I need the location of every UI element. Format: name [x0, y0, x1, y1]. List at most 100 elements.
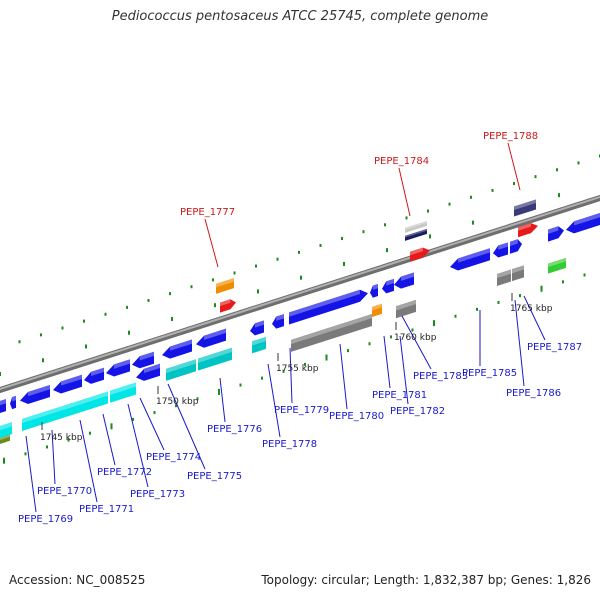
- gene-label: PEPE_1787: [527, 342, 582, 353]
- reverse-cds-b2-shine: [252, 336, 266, 346]
- forward-cds-3-shine: [61, 374, 82, 386]
- gray-cds-0: [291, 313, 372, 352]
- forward-cds-b6-shine: [458, 248, 490, 263]
- forward-cds-6: [132, 351, 154, 369]
- kbp-label: 1760 kbp: [394, 333, 437, 343]
- forward-cds-b10: [566, 213, 600, 234]
- label-layer: 1745 kbp 1750 kbp 1755 kbp 1760 kbp 1765 kbp…: [18, 131, 582, 525]
- forward-cds-2: [20, 385, 50, 405]
- forward-cds-8-shine: [204, 328, 226, 340]
- reverse-cds-b0-shine: [166, 359, 196, 374]
- reverse-cds-b1: [198, 347, 232, 371]
- gray-cds-3: [512, 265, 524, 282]
- orange-feature-lower-shine: [372, 303, 382, 311]
- forward-cds-4-shine: [91, 367, 104, 377]
- leader-PEPE_1772: [102, 413, 116, 466]
- leader-PEPE_1788: [507, 142, 521, 191]
- light-gray-feature: [405, 220, 427, 233]
- gene-label: PEPE_1780: [329, 411, 384, 422]
- forward-cds-b8: [510, 239, 522, 254]
- forward-cds-7: [162, 339, 192, 359]
- forward-cds-b2-body: [289, 289, 368, 325]
- leader-PEPE_1777: [204, 218, 219, 268]
- red-feature-1788-shine: [518, 223, 531, 231]
- leader-PEPE_1774: [139, 397, 165, 451]
- gene-label: PEPE_1773: [130, 489, 185, 500]
- leader-PEPE_1773: [127, 403, 149, 488]
- gene-label: PEPE_1775: [187, 471, 242, 482]
- gene-label: PEPE_1772: [97, 467, 152, 478]
- olive-feature-shine: [0, 434, 10, 441]
- leader-PEPE_1784: [398, 167, 411, 217]
- kbp-label: 1755 kbp: [276, 364, 319, 374]
- orange-feature-1777: [216, 278, 234, 294]
- forward-cds-b7-shine: [498, 242, 508, 250]
- reverse-cds-0: [0, 422, 12, 439]
- forward-cds-1-shine: [12, 395, 16, 402]
- green-feature: [548, 257, 566, 274]
- topology-text: Topology: circular; Length: 1,832,387 bp…: [261, 573, 591, 587]
- leader-PEPE_1769: [25, 435, 37, 513]
- light-gray-feature-shine: [405, 220, 427, 230]
- forward-cds-6-shine: [139, 351, 154, 361]
- forward-cds-b2-shine: [289, 289, 360, 317]
- leader-PEPE_1778: [267, 363, 281, 438]
- gene-label: PEPE_1771: [79, 504, 134, 515]
- reverse-cds-2-shine: [110, 382, 136, 395]
- leader-PEPE_1782: [399, 335, 409, 405]
- gray-cds-1-shine: [396, 299, 416, 311]
- reverse-cds-b1-shine: [198, 347, 232, 363]
- navy-feature-1784-shine: [405, 228, 427, 238]
- leader-PEPE_1786: [514, 299, 525, 387]
- gene-label: PEPE_1788: [483, 131, 538, 142]
- gray-cds-1: [396, 299, 416, 319]
- forward-cds-b2: [289, 289, 368, 325]
- kbp-label: 1745 kbp: [40, 433, 83, 443]
- gene-label: PEPE_1774: [146, 452, 201, 463]
- forward-cds-5: [106, 359, 130, 377]
- reverse-cds-b0: [166, 359, 196, 381]
- gene-label: PEPE_1781: [372, 390, 427, 401]
- leader-PEPE_1780: [339, 343, 348, 410]
- gene-label: PEPE_1785: [462, 368, 517, 379]
- red-feature-1784: [410, 247, 430, 262]
- leader-layer: [25, 142, 546, 513]
- forward-cds-b5-shine: [401, 272, 414, 281]
- forward-cds-2-shine: [28, 385, 50, 397]
- leader-PEPE_1776: [219, 377, 226, 423]
- forward-cds-b6: [450, 248, 490, 271]
- forward-cds-b9-shine: [548, 226, 559, 234]
- kbp-label: 1765 kbp: [510, 304, 553, 314]
- reverse-cds-b2: [252, 336, 266, 354]
- forward-cds-b1-shine: [276, 314, 284, 321]
- leader-PEPE_1787: [523, 295, 546, 341]
- red-feature-1777-shine: [220, 299, 231, 307]
- reverse-cds-1-shine: [22, 391, 108, 424]
- gene-label: PEPE_1779: [274, 405, 329, 416]
- navy-feature-1784: [405, 228, 427, 241]
- forward-cds-1: [10, 395, 16, 410]
- gray-cds-0-shine: [291, 313, 372, 345]
- reverse-cds-2: [110, 382, 136, 403]
- gray-cds-2-shine: [497, 269, 511, 279]
- red-feature-1777: [220, 299, 236, 313]
- forward-cds-b3: [370, 284, 378, 298]
- leader-PEPE_1781: [383, 335, 391, 389]
- forward-cds-0: [0, 399, 6, 413]
- gene-label: PEPE_1777: [180, 207, 235, 218]
- forward-cds-4: [84, 367, 104, 384]
- leader-PEPE_1783: [401, 315, 432, 370]
- forward-cds-b5: [394, 272, 414, 289]
- orange-feature-lower: [372, 303, 382, 317]
- gene-label: PEPE_1782: [390, 406, 445, 417]
- leader-PEPE_1770: [51, 429, 56, 485]
- reverse-cds-0-shine: [0, 422, 12, 431]
- forward-cds-b10-shine: [574, 213, 600, 226]
- gene-label: PEPE_1778: [262, 439, 317, 450]
- olive-feature: [0, 434, 10, 444]
- backbone-layer: [0, 194, 600, 394]
- gene-label: PEPE_1776: [207, 424, 262, 435]
- reverse-cds-1: [22, 391, 108, 431]
- forward-cds-lower-shine: [144, 363, 160, 374]
